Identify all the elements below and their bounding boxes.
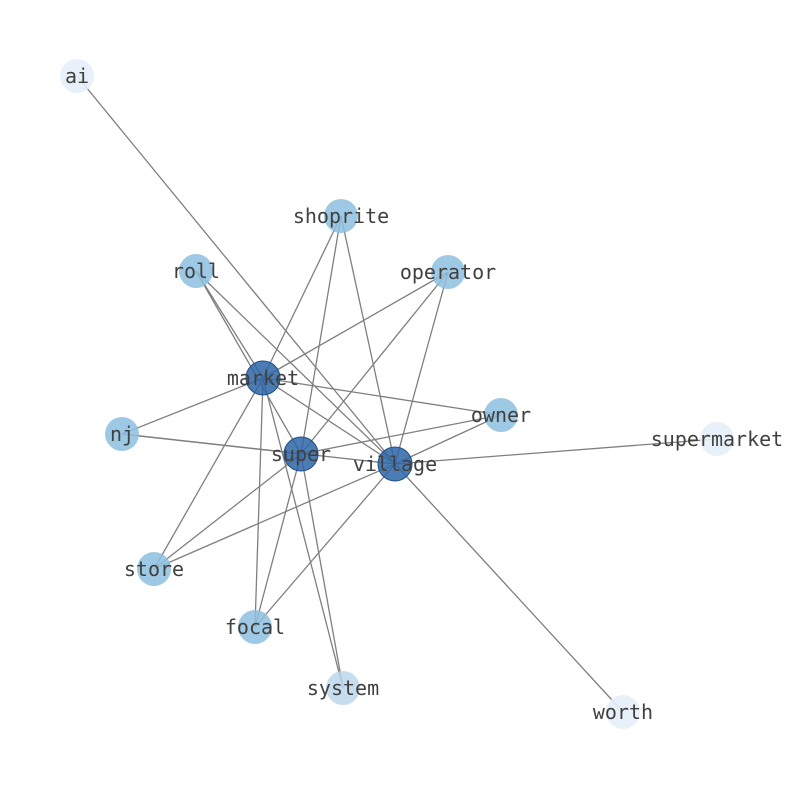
edge-operator-market (262, 271, 449, 379)
edge-market-nj (121, 377, 264, 435)
edge-village-store (153, 463, 396, 570)
edge-shoprite-market (262, 215, 342, 379)
node-layer (60, 59, 734, 729)
node-label-store: store (124, 557, 184, 581)
edge-nj-village (121, 433, 396, 465)
node-label-shoprite: shoprite (293, 204, 389, 228)
edge-roll-village (195, 270, 396, 465)
edge-owner-super (300, 414, 502, 455)
edge-super-focal (254, 453, 302, 628)
edge-shoprite-super (300, 215, 342, 455)
node-label-system: system (307, 676, 379, 700)
node-market (245, 360, 281, 396)
edge-market-system (262, 377, 344, 689)
edge-roll-market (195, 270, 264, 379)
edge-operator-village (394, 271, 449, 465)
node-label-market: market (227, 366, 299, 390)
node-store (137, 552, 171, 586)
node-label-supermarket: supermarket (651, 427, 783, 451)
label-layer: ai shoprite roll operator market owner nj super… (65, 64, 783, 724)
edge-market-focal (254, 377, 264, 628)
node-system (326, 671, 360, 705)
node-label-ai: ai (65, 64, 89, 88)
node-label-nj: nj (110, 422, 134, 446)
node-worth (606, 695, 640, 729)
node-label-roll: roll (172, 259, 220, 283)
edge-market-owner (262, 377, 502, 416)
edge-operator-super (300, 271, 449, 455)
node-roll (179, 254, 213, 288)
edge-market-village (262, 377, 396, 465)
node-super (283, 436, 319, 472)
node-owner (484, 398, 518, 432)
edge-super-store (153, 453, 302, 570)
node-label-owner: owner (471, 403, 531, 427)
edge-shoprite-village (340, 215, 396, 465)
edge-village-supermarket (394, 438, 718, 465)
node-nj (105, 417, 139, 451)
node-shoprite (324, 199, 358, 233)
node-operator (431, 255, 465, 289)
node-village (377, 446, 413, 482)
edge-owner-village (394, 414, 502, 465)
node-label-focal: focal (225, 615, 285, 639)
edge-market-store (153, 377, 264, 570)
edge-village-worth (394, 463, 624, 713)
node-label-worth: worth (593, 700, 653, 724)
node-ai (60, 59, 94, 93)
node-supermarket (700, 422, 734, 456)
edge-super-system (300, 453, 344, 689)
edge-ai-village (76, 75, 396, 465)
edge-village-focal (254, 463, 396, 628)
node-label-super: super (271, 442, 331, 466)
node-focal (238, 610, 272, 644)
node-label-operator: operator (400, 260, 496, 284)
node-label-village: village (353, 452, 437, 476)
edge-layer (76, 75, 718, 713)
edge-roll-super (195, 270, 302, 455)
